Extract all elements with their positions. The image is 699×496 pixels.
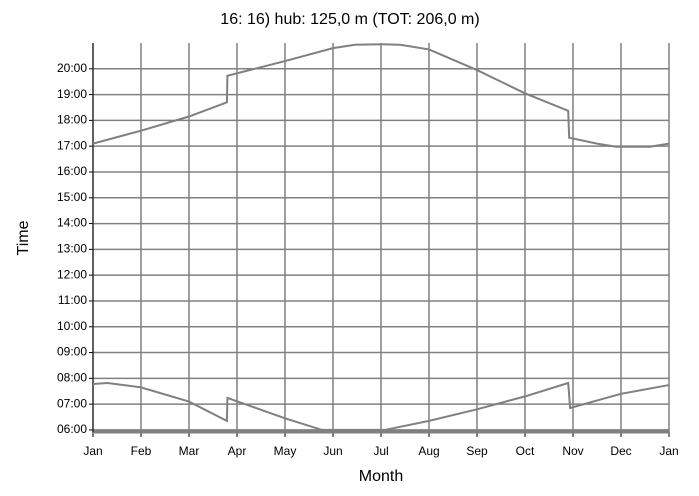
x-tick-label: Dec: [610, 444, 631, 458]
x-tick-label: Jun: [323, 444, 342, 458]
y-tick-label: 10:00: [57, 319, 87, 333]
x-tick-label: Apr: [228, 444, 247, 458]
x-tick-label: Feb: [131, 444, 152, 458]
chart-title: 16: 16) hub: 125,0 m (TOT: 206,0 m): [220, 11, 479, 28]
y-tick-label: 12:00: [57, 267, 87, 281]
y-axis-label: Time: [15, 220, 32, 255]
y-tick-label: 15:00: [57, 190, 87, 204]
x-axis-label: Month: [359, 468, 403, 485]
y-tick-label: 17:00: [57, 138, 87, 152]
y-tick-label: 20:00: [57, 61, 87, 75]
x-tick-label: Mar: [179, 444, 200, 458]
y-tick-label: 06:00: [57, 422, 87, 436]
y-tick-label: 16:00: [57, 164, 87, 178]
x-tick-label: Jul: [373, 444, 388, 458]
y-tick-label: 14:00: [57, 216, 87, 230]
x-tick-label: Sep: [466, 444, 488, 458]
x-tick-label: May: [274, 444, 297, 458]
y-tick-label: 08:00: [57, 371, 87, 385]
y-tick-label: 07:00: [57, 396, 87, 410]
series-line: [92, 43, 670, 148]
x-tick-label: Jan: [659, 444, 678, 458]
x-tick-label: Oct: [516, 444, 535, 458]
y-tick-label: 09:00: [57, 345, 87, 359]
x-tick-label: Nov: [562, 444, 583, 458]
y-tick-label: 13:00: [57, 242, 87, 256]
y-tick-label: 11:00: [58, 293, 87, 307]
x-tick-label: Aug: [418, 444, 439, 458]
series-line: [92, 381, 670, 431]
y-tick-label: 18:00: [57, 113, 87, 127]
x-tick-label: Jan: [83, 444, 102, 458]
y-tick-label: 19:00: [57, 87, 87, 101]
